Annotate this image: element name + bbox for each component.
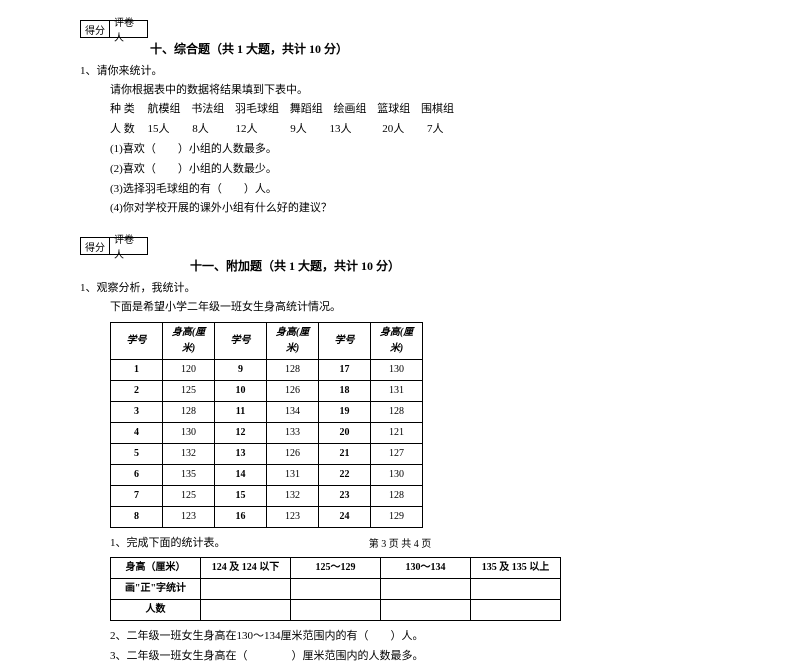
table-row: 21251012618131 <box>111 380 423 401</box>
count-2: 12人 <box>236 123 258 135</box>
tally-cell <box>381 579 471 600</box>
section-11: 得分 评卷人 十一、附加题（共 1 大题，共计 10 分） 1、观察分析，我统计… <box>80 237 720 667</box>
tally-cell <box>201 579 291 600</box>
table-row: 学号 身高(厘米) 学号 身高(厘米) 学号 身高(厘米) <box>111 322 423 359</box>
section-10-title: 十、综合题（共 1 大题，共计 10 分） <box>150 40 720 57</box>
q10-1-sub1: (1)喜欢（ ）小组的人数最多。 <box>110 140 720 160</box>
type-0: 航模组 <box>148 103 181 115</box>
section-10: 得分 评卷人 十、综合题（共 1 大题，共计 10 分） 1、请你来统计。 请你… <box>80 20 720 219</box>
q11-1-sub3: 3、二年级一班女生身高在（ ）厘米范围内的人数最多。 <box>110 647 720 667</box>
tally-cell <box>201 600 291 621</box>
tally-cell <box>381 600 471 621</box>
th-1: 身高(厘米) <box>163 322 215 359</box>
type-5: 篮球组 <box>377 103 410 115</box>
tally-h2: 125～129 <box>291 558 381 579</box>
type-3: 舞蹈组 <box>290 103 323 115</box>
tally-h0: 身高（厘米） <box>111 558 201 579</box>
table-row: 41301213320121 <box>111 422 423 443</box>
q11-1-intro: 下面是希望小学二年级一班女生身高统计情况。 <box>110 298 720 318</box>
q10-1: 1、请你来统计。 请你根据表中的数据将结果填到下表中。 种 类 航模组 书法组 … <box>80 63 720 219</box>
types-label: 种 类 <box>110 103 135 115</box>
reviewer-label-11: 评卷人 <box>110 237 148 255</box>
table-row: 51321312621127 <box>111 443 423 464</box>
table-row: 人数 <box>111 600 561 621</box>
count-4: 13人 <box>330 123 352 135</box>
th-5: 身高(厘米) <box>371 322 423 359</box>
q10-1-types-row: 种 类 航模组 书法组 羽毛球组 舞蹈组 绘画组 篮球组 围棋组 <box>110 100 720 120</box>
type-6: 围棋组 <box>421 103 454 115</box>
type-2: 羽毛球组 <box>235 103 279 115</box>
tally-h4: 135 及 135 以上 <box>471 558 561 579</box>
th-4: 学号 <box>319 322 371 359</box>
table-row: 1120912817130 <box>111 359 423 380</box>
table-row: 61351413122130 <box>111 464 423 485</box>
q10-1-sub4: (4)你对学校开展的课外小组有什么好的建议？ <box>110 199 720 219</box>
q10-1-sub3: (3)选择羽毛球组的有（ ）人。 <box>110 180 720 200</box>
q11-1-num: 1、观察分析，我统计。 <box>80 280 720 298</box>
count-5: 20人 <box>382 123 404 135</box>
table-row: 31281113419128 <box>111 401 423 422</box>
score-box: 得分 评卷人 <box>80 20 720 38</box>
tally-cell <box>291 579 381 600</box>
score-label: 得分 <box>80 20 110 38</box>
tally-h1: 124 及 124 以下 <box>201 558 291 579</box>
section-11-title: 十一、附加题（共 1 大题，共计 10 分） <box>190 257 720 274</box>
q10-1-num: 1、请你来统计。 <box>80 63 720 81</box>
count-0: 15人 <box>148 123 170 135</box>
type-1: 书法组 <box>191 103 224 115</box>
count-1: 8人 <box>192 123 209 135</box>
tally-cell <box>471 600 561 621</box>
counts-label: 人 数 <box>110 123 135 135</box>
tally-table: 身高（厘米） 124 及 124 以下 125～129 130～134 135 … <box>110 557 561 621</box>
q10-1-intro: 请你根据表中的数据将结果填到下表中。 <box>110 81 720 101</box>
score-label-11: 得分 <box>80 237 110 255</box>
q11-1-sub2: 2、二年级一班女生身高在130～134厘米范围内的有（ ）人。 <box>110 627 720 647</box>
q10-1-counts-row: 人 数 15人 8人 12人 9人 13人 20人 7人 <box>110 120 720 140</box>
q10-1-sub2: (2)喜欢（ ）小组的人数最少。 <box>110 160 720 180</box>
table-row: 81231612324129 <box>111 506 423 527</box>
reviewer-label: 评卷人 <box>110 20 148 38</box>
height-stat-table: 学号 身高(厘米) 学号 身高(厘米) 学号 身高(厘米) 1120912817… <box>110 322 423 528</box>
tally-r1: 人数 <box>111 600 201 621</box>
count-3: 9人 <box>290 123 307 135</box>
page-footer: 第 3 页 共 4 页 <box>0 535 800 550</box>
type-4: 绘画组 <box>334 103 367 115</box>
tally-r0: 画"正"字统计 <box>111 579 201 600</box>
th-3: 身高(厘米) <box>267 322 319 359</box>
tally-cell <box>471 579 561 600</box>
tally-cell <box>291 600 381 621</box>
score-box-11: 得分 评卷人 <box>80 237 720 255</box>
q11-1: 1、观察分析，我统计。 下面是希望小学二年级一班女生身高统计情况。 学号 身高(… <box>80 280 720 667</box>
th-2: 学号 <box>215 322 267 359</box>
table-row: 身高（厘米） 124 及 124 以下 125～129 130～134 135 … <box>111 558 561 579</box>
th-0: 学号 <box>111 322 163 359</box>
table-row: 画"正"字统计 <box>111 579 561 600</box>
table-row: 71251513223128 <box>111 485 423 506</box>
count-6: 7人 <box>427 123 444 135</box>
tally-h3: 130～134 <box>381 558 471 579</box>
